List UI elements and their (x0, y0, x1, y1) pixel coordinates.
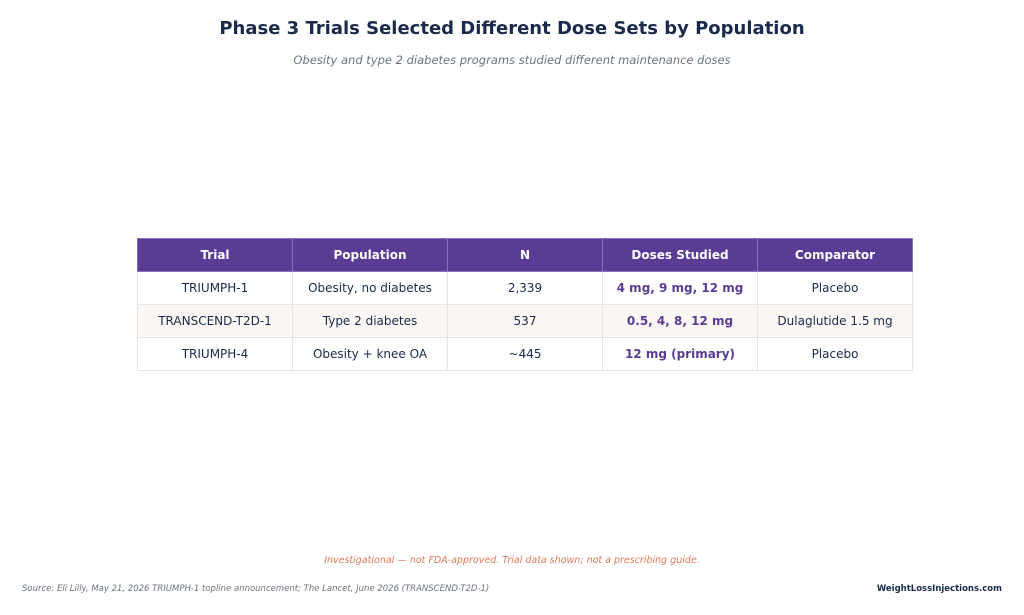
cell-n: ~445 (447, 337, 603, 371)
cell-doses: 0.5, 4, 8, 12 mg (602, 304, 758, 338)
cell-comparator: Placebo (757, 271, 913, 305)
header-cell-doses: Doses Studied (602, 238, 758, 272)
table-row: TRIUMPH-1 Obesity, no diabetes 2,339 4 m… (137, 271, 913, 305)
brand-label: WeightLossInjections.com (876, 584, 1002, 594)
cell-doses: 12 mg (primary) (602, 337, 758, 371)
cell-trial: TRIUMPH-1 (137, 271, 293, 305)
disclaimer-text: Investigational — not FDA-approved. Tria… (324, 555, 700, 566)
chart-title: Phase 3 Trials Selected Different Dose S… (219, 18, 805, 39)
cell-population: Type 2 diabetes (292, 304, 448, 338)
cell-population: Obesity + knee OA (292, 337, 448, 371)
source-note: Source: Eli Lilly, May 21, 2026 TRIUMPH-… (22, 584, 490, 594)
cell-doses: 4 mg, 9 mg, 12 mg (602, 271, 758, 305)
header-cell-comparator: Comparator (757, 238, 913, 272)
cell-n: 537 (447, 304, 603, 338)
cell-comparator: Placebo (757, 337, 913, 371)
table-header-row: Trial Population N Doses Studied Compara… (137, 238, 913, 272)
header-cell-n: N (447, 238, 603, 272)
cell-trial: TRANSCEND-T2D-1 (137, 304, 293, 338)
trials-table: Trial Population N Doses Studied Compara… (137, 238, 913, 371)
header-cell-trial: Trial (137, 238, 293, 272)
cell-trial: TRIUMPH-4 (137, 337, 293, 371)
header-cell-population: Population (292, 238, 448, 272)
cell-comparator: Dulaglutide 1.5 mg (757, 304, 913, 338)
cell-population: Obesity, no diabetes (292, 271, 448, 305)
chart-subtitle: Obesity and type 2 diabetes programs stu… (293, 53, 731, 67)
cell-n: 2,339 (447, 271, 603, 305)
table-row: TRANSCEND-T2D-1 Type 2 diabetes 537 0.5,… (137, 304, 913, 338)
table-row: TRIUMPH-4 Obesity + knee OA ~445 12 mg (… (137, 337, 913, 371)
